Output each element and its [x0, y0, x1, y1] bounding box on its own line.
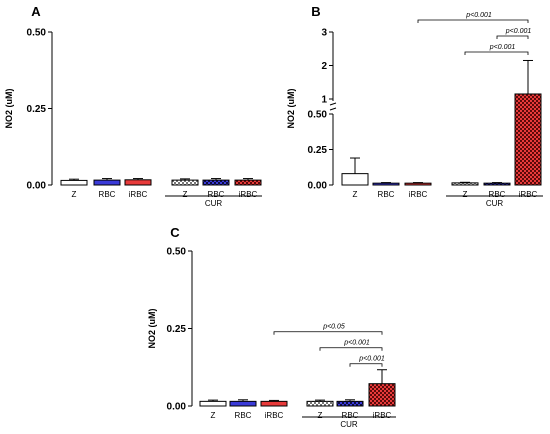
- y-axis-label: NO2 (uM): [286, 89, 296, 129]
- significance-bracket: [319, 347, 383, 351]
- bar: [483, 182, 511, 186]
- bar: [372, 182, 400, 186]
- bar: [306, 400, 334, 407]
- y-tick-label: 0.50: [167, 247, 187, 258]
- x-tick-label: Z: [318, 411, 323, 420]
- x-tick-label: iRBC: [409, 190, 428, 199]
- bar: [93, 179, 121, 186]
- x-tick-label: RBC: [342, 411, 359, 420]
- bar: [341, 173, 369, 186]
- y-tick-label: 0.25: [308, 145, 328, 156]
- significance-bracket: [349, 363, 383, 367]
- chart-panel-a: A NO2 (uM) 0.00 0.25 0.50 Z RBC iRBC Z RBC iRBC CUR: [4, 4, 262, 208]
- significance-bracket: [417, 19, 529, 23]
- panel-letter: C: [170, 225, 180, 240]
- significance-bracket: [496, 35, 529, 39]
- x-tick-label: iRBC: [519, 190, 538, 199]
- group-label: CUR: [205, 199, 223, 208]
- y-tick-label: 0.50: [308, 110, 328, 121]
- bar: [514, 93, 542, 186]
- y-tick-label: 0.50: [27, 28, 47, 39]
- bar: [451, 182, 479, 186]
- significance-label: p<0.05: [322, 324, 345, 331]
- chart-panel-b: B NO2 (uM) 0.00 0.25 0.50 1 2 3 Z RBC iRBC Z RBC iRBC…: [286, 4, 543, 208]
- x-tick-label: Z: [211, 411, 216, 420]
- chart-panel-c: C NO2 (uM) 0.00 0.25 0.50 Z RBC iRBC Z RBC iRBC CUR…: [147, 225, 396, 429]
- bar: [229, 400, 257, 407]
- bar: [404, 182, 432, 186]
- y-tick-label: 2: [321, 61, 327, 72]
- significance-label: p<0.001: [465, 12, 492, 19]
- bar: [124, 179, 152, 186]
- x-tick-label: iRBC: [129, 190, 148, 199]
- bar: [368, 383, 396, 407]
- y-axis-label: NO2 (uM): [4, 89, 14, 129]
- y-tick-label: 0.25: [167, 324, 187, 335]
- significance-bracket: [273, 331, 383, 335]
- x-tick-label: RBC: [99, 190, 116, 199]
- panel-letter: A: [31, 4, 41, 19]
- x-tick-label: Z: [353, 190, 358, 199]
- y-tick-label: 0.00: [27, 181, 47, 192]
- significance-label: p<0.001: [489, 44, 516, 51]
- bar: [202, 179, 230, 186]
- y-tick-label: 0.25: [27, 104, 47, 115]
- bar: [199, 400, 227, 407]
- bar: [234, 179, 262, 186]
- y-axis-label: NO2 (uM): [147, 309, 157, 349]
- bar: [260, 400, 288, 407]
- x-tick-label: Z: [72, 190, 77, 199]
- x-tick-label: Z: [463, 190, 468, 199]
- group-label: CUR: [340, 420, 358, 429]
- x-tick-label: RBC: [378, 190, 395, 199]
- x-tick-label: RBC: [235, 411, 252, 420]
- x-tick-label: iRBC: [239, 190, 258, 199]
- bar: [336, 400, 364, 407]
- bar: [60, 179, 88, 186]
- x-tick-label: RBC: [208, 190, 225, 199]
- significance-label: p<0.001: [358, 356, 385, 363]
- y-tick-label: 0.00: [167, 402, 187, 413]
- significance-bracket: [464, 51, 529, 55]
- x-tick-label: Z: [183, 190, 188, 199]
- y-tick-label: 1: [321, 95, 327, 106]
- y-tick-label: 0.00: [308, 181, 328, 192]
- x-tick-label: iRBC: [373, 411, 392, 420]
- significance-label: p<0.001: [505, 28, 532, 35]
- axis-break-mark: [329, 102, 337, 106]
- bar: [171, 179, 199, 186]
- x-tick-label: iRBC: [265, 411, 284, 420]
- axis-break-mark: [329, 107, 337, 111]
- group-label: CUR: [486, 199, 504, 208]
- y-tick-label: 3: [321, 28, 327, 39]
- panel-letter: B: [311, 4, 320, 19]
- significance-label: p<0.001: [343, 340, 370, 347]
- x-tick-label: RBC: [489, 190, 506, 199]
